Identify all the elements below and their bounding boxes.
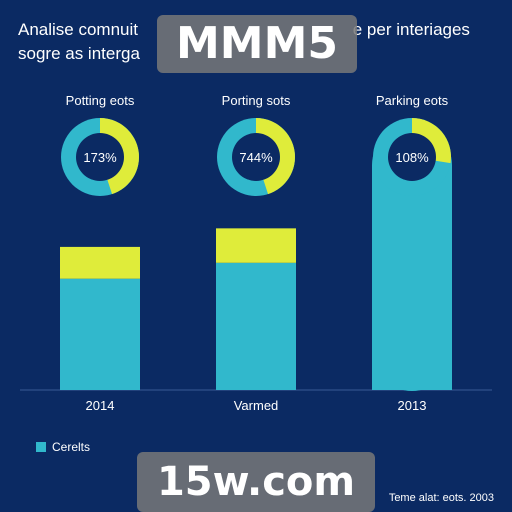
chart-title: Analise comnuit e per interiages sogre a… xyxy=(18,18,498,66)
donut-hole-0 xyxy=(76,133,124,181)
bar-series-1-0 xyxy=(60,278,140,390)
legend-swatch xyxy=(36,442,46,452)
title-line-1: Analise comnuit e per interiages xyxy=(18,20,470,39)
bar-series-1-fill-2 xyxy=(372,165,452,390)
legend-label: Cerelts xyxy=(52,440,91,454)
donut-title-2: Parking eots xyxy=(376,93,449,108)
watermark-bottom: 15w.com xyxy=(137,452,375,512)
footer-note: Teme alat: eots. 2003 xyxy=(388,492,494,504)
category-label-1: Varmed xyxy=(234,398,279,413)
category-label-0: 2014 xyxy=(86,398,115,413)
donut-title-1: Porting sots xyxy=(222,93,291,108)
bar-series-2-1 xyxy=(216,228,296,263)
bar-series-2-0 xyxy=(60,246,140,279)
bar-series-1-1 xyxy=(216,262,296,390)
donut-title-0: Potting eots xyxy=(66,93,135,108)
title-line-2: sogre as interga xyxy=(18,44,140,63)
legend: Cerelts xyxy=(36,440,90,454)
donut-hole-1 xyxy=(232,133,280,181)
watermark-top: MMM5 xyxy=(157,15,357,73)
donut-value-0: 173% xyxy=(83,150,117,165)
donut-value-2: 108% xyxy=(395,150,429,165)
donut-value-1: 744% xyxy=(239,150,273,165)
category-label-2: 2013 xyxy=(398,398,427,413)
donut-hole-2 xyxy=(388,133,436,181)
